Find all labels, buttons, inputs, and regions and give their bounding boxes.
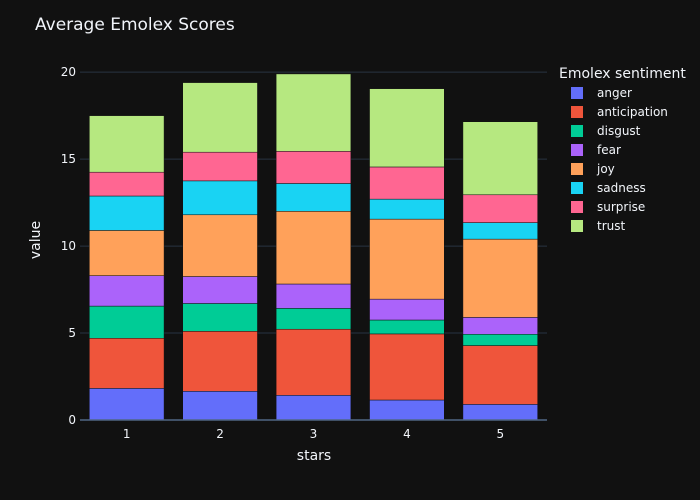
legend-item-disgust[interactable]: disgust <box>571 124 641 138</box>
bar-segment-joy-2[interactable] <box>182 214 258 277</box>
bar-segment-disgust-4[interactable] <box>369 319 445 335</box>
bar-segment-anticipation-1[interactable] <box>89 338 165 389</box>
bar-segment-surprise-1[interactable] <box>89 171 165 197</box>
bar-segment-trust-5[interactable] <box>462 121 538 196</box>
bar-segment-anticipation-2[interactable] <box>182 331 258 392</box>
legend-swatch <box>571 182 583 194</box>
bar-segment-fear-3[interactable] <box>275 283 352 309</box>
legend-swatch <box>571 163 583 175</box>
bar-segment-anticipation-4[interactable] <box>369 333 445 401</box>
legend-label: sadness <box>597 181 646 195</box>
bar-segment-trust-1[interactable] <box>89 115 165 173</box>
legend-label: surprise <box>597 200 645 214</box>
bar-segment-anger-3[interactable] <box>275 395 352 421</box>
bar-segment-joy-5[interactable] <box>462 238 538 318</box>
bar-segment-fear-5[interactable] <box>462 317 538 335</box>
legend-label: trust <box>597 219 625 233</box>
legend-item-fear[interactable]: fear <box>571 143 621 157</box>
x-axis-title: stars <box>297 448 331 464</box>
bar-segment-surprise-5[interactable] <box>462 194 538 223</box>
legend-label: joy <box>596 162 615 176</box>
legend-swatch <box>571 144 583 156</box>
bar-segment-trust-2[interactable] <box>182 82 258 153</box>
bar-segment-disgust-3[interactable] <box>275 308 352 330</box>
y-tick-label: 15 <box>61 152 76 166</box>
bar-segment-joy-1[interactable] <box>89 230 165 276</box>
legend-swatch <box>571 125 583 137</box>
bar-segment-anger-4[interactable] <box>369 399 445 421</box>
bar-segment-disgust-5[interactable] <box>462 334 538 346</box>
bar-segment-surprise-2[interactable] <box>182 151 258 182</box>
x-tick-label: 4 <box>403 427 411 441</box>
legend-item-anger[interactable]: anger <box>571 86 632 100</box>
y-axis-title: value <box>28 221 44 259</box>
axes: 0 5 10 15 20 1 2 3 4 5 <box>61 65 547 441</box>
bar-segment-surprise-3[interactable] <box>275 151 352 184</box>
bar-segment-anger-1[interactable] <box>89 388 165 421</box>
chart-title: Average Emolex Scores <box>35 15 235 35</box>
bar-segment-joy-4[interactable] <box>369 218 445 300</box>
legend-label: disgust <box>597 124 641 138</box>
legend-item-surprise[interactable]: surprise <box>571 200 645 214</box>
legend[interactable]: Emolex sentiment anger anticipation disgus… <box>559 66 686 233</box>
bar-segment-anticipation-3[interactable] <box>275 328 352 396</box>
x-tick-label: 2 <box>216 427 224 441</box>
bar-segment-anticipation-5[interactable] <box>462 345 538 405</box>
x-tick-label: 3 <box>310 427 318 441</box>
y-tick-label: 10 <box>61 239 76 253</box>
legend-swatch <box>571 201 583 213</box>
y-tick-label: 5 <box>68 326 76 340</box>
bar-segment-anger-5[interactable] <box>462 404 538 421</box>
legend-item-trust[interactable]: trust <box>571 219 625 233</box>
bar-segment-trust-4[interactable] <box>369 88 445 168</box>
y-tick-label: 0 <box>68 413 76 427</box>
legend-swatch <box>571 87 583 99</box>
legend-title: Emolex sentiment <box>559 66 686 82</box>
legend-swatch <box>571 106 583 118</box>
legend-item-anticipation[interactable]: anticipation <box>571 105 668 119</box>
legend-item-sadness[interactable]: sadness <box>571 181 646 195</box>
bars[interactable] <box>89 73 538 421</box>
bar-segment-sadness-2[interactable] <box>182 180 258 216</box>
legend-label: anticipation <box>597 105 668 119</box>
legend-swatch <box>571 220 583 232</box>
legend-label: anger <box>597 86 632 100</box>
legend-label: fear <box>597 143 621 157</box>
bar-segment-fear-2[interactable] <box>182 276 258 304</box>
y-tick-label: 20 <box>61 65 76 79</box>
bar-segment-anger-2[interactable] <box>182 391 258 421</box>
bar-segment-disgust-1[interactable] <box>89 305 165 339</box>
x-tick-label: 1 <box>123 427 131 441</box>
bar-segment-sadness-1[interactable] <box>89 195 165 231</box>
bar-segment-sadness-4[interactable] <box>369 198 445 220</box>
legend-item-joy[interactable]: joy <box>571 162 615 176</box>
bar-segment-joy-3[interactable] <box>275 211 352 285</box>
bar-segment-fear-1[interactable] <box>89 275 165 307</box>
bar-segment-sadness-5[interactable] <box>462 222 538 240</box>
bar-segment-sadness-3[interactable] <box>275 183 352 212</box>
bar-segment-disgust-2[interactable] <box>182 303 258 332</box>
bar-segment-surprise-4[interactable] <box>369 166 445 200</box>
bar-segment-trust-3[interactable] <box>275 73 352 152</box>
bar-segment-fear-4[interactable] <box>369 298 445 321</box>
x-tick-label: 5 <box>496 427 504 441</box>
